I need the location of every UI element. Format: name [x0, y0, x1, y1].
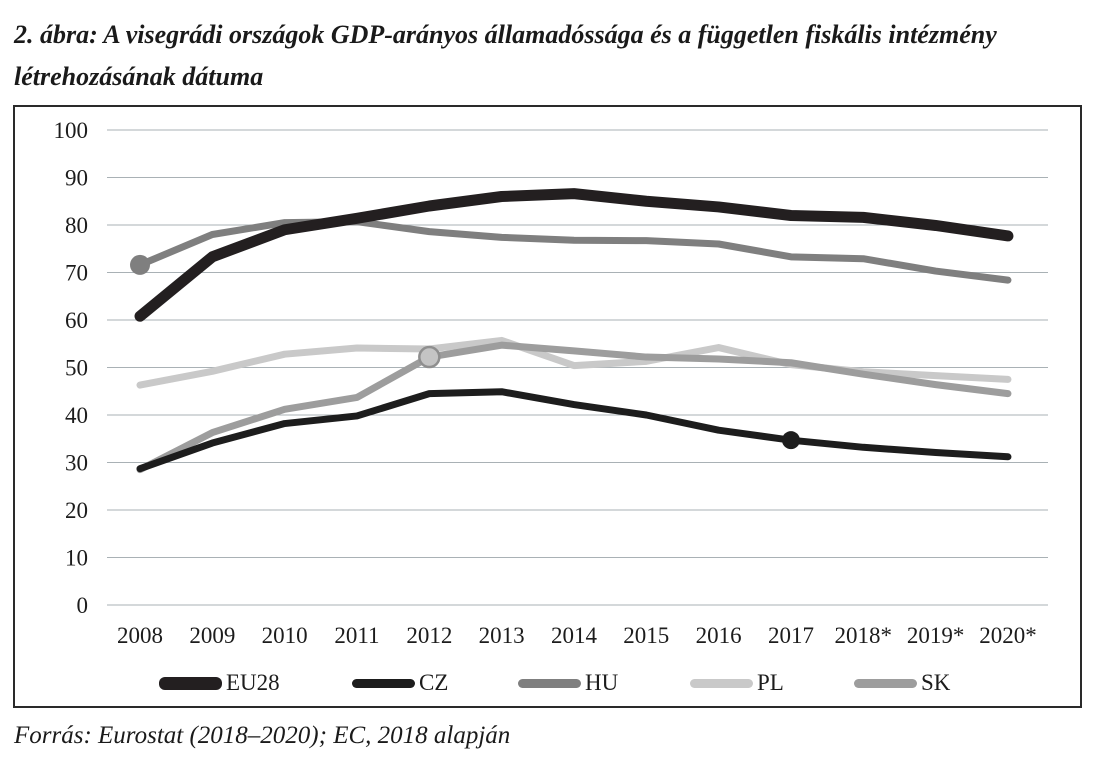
- x-tick-label-2015: 2015: [623, 623, 669, 648]
- series-line-HU: [136, 218, 1012, 284]
- x-tick-label-2016: 2016: [696, 623, 742, 648]
- x-tick-label-2011: 2011: [334, 623, 379, 648]
- marker-HU-2008: [130, 254, 150, 275]
- legend-item-PL: PL: [690, 670, 784, 696]
- marker-CZ-2017: [781, 431, 800, 450]
- y-tick-label-70: 70: [65, 261, 88, 286]
- debt-line-chart-svg: 0 10 20 30 40 50 60 70 80 90 100 2008 2009 2010 2011 20…: [54, 118, 1048, 648]
- legend-item-HU: HU: [518, 670, 618, 696]
- legend-item-CZ: CZ: [352, 670, 448, 696]
- chart-area: 0 10 20 30 40 50 60 70 80 90 100 2008 2009 2010 2011 20…: [13, 105, 1082, 708]
- legend-item-SK: SK: [854, 670, 950, 696]
- source-caption: Forrás: Eurostat (2018–2020); EC, 2018 a…: [14, 722, 511, 749]
- y-tick-label-20: 20: [65, 498, 88, 523]
- series-line-SK: [136, 341, 1012, 474]
- x-tick-label-2008: 2008: [117, 623, 163, 648]
- series-line-CZ: [136, 388, 1012, 473]
- x-tick-label-2019*: 2019*: [907, 623, 965, 648]
- y-tick-label-30: 30: [65, 451, 88, 476]
- x-tick-label-2013: 2013: [479, 623, 525, 648]
- legend-swatch-PL: [690, 678, 753, 688]
- marker-SK-2012: [418, 345, 441, 369]
- series-line-EU28: [134, 188, 1014, 322]
- x-tick-label-2010: 2010: [262, 623, 308, 648]
- legend-swatch-EU28: [159, 676, 222, 690]
- legend-label-EU28: EU28: [226, 670, 280, 695]
- x-tick-label-2017: 2017: [768, 623, 814, 648]
- figure-title: 2. ábra: A visegrádi országok GDP-arányo…: [14, 20, 997, 91]
- legend-label-CZ: CZ: [419, 670, 449, 695]
- y-tick-label-0: 0: [77, 593, 89, 618]
- chart-legend: EU28 CZ HU PL SK: [15, 670, 1080, 696]
- x-tick-label-2020*: 2020*: [979, 623, 1037, 648]
- legend-label-HU: HU: [585, 670, 619, 695]
- y-tick-label-60: 60: [65, 308, 88, 333]
- legend-label-PL: PL: [757, 670, 784, 695]
- y-tick-label-80: 80: [65, 213, 88, 238]
- y-tick-label-40: 40: [65, 403, 88, 428]
- y-tick-label-50: 50: [65, 356, 88, 381]
- x-tick-label-2018*: 2018*: [835, 623, 893, 648]
- legend-swatch-CZ: [352, 678, 415, 688]
- x-tick-label-2009: 2009: [189, 623, 235, 648]
- y-tick-label-100: 100: [54, 118, 89, 143]
- legend-swatch-HU: [518, 678, 581, 688]
- y-tick-label-90: 90: [65, 166, 88, 191]
- legend-label-SK: SK: [921, 670, 951, 695]
- legend-item-EU28: EU28: [159, 670, 280, 696]
- y-tick-label-10: 10: [65, 546, 88, 571]
- x-tick-label-2014: 2014: [551, 623, 598, 648]
- x-tick-label-2012: 2012: [406, 623, 452, 648]
- legend-swatch-SK: [854, 678, 917, 688]
